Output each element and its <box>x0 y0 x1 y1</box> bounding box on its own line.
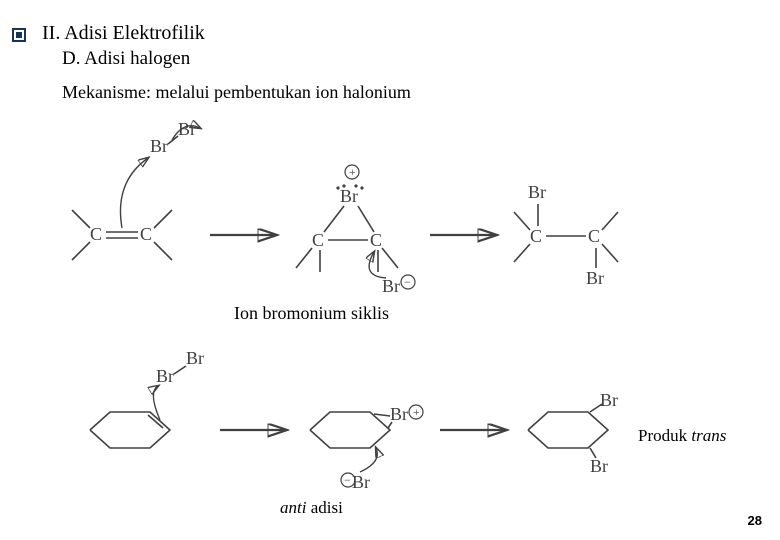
trans-dibromocyclohexane: Br Br <box>528 390 618 476</box>
svg-text:C: C <box>370 230 382 250</box>
svg-text:C: C <box>530 226 542 246</box>
label-bromonium-ion: Ion bromonium siklis <box>234 303 389 324</box>
svg-text:−: − <box>404 275 411 289</box>
product-dibromide: C C Br Br <box>514 182 618 288</box>
cyclohexene-reactant: Br Br <box>90 348 204 448</box>
svg-text:Br: Br <box>390 404 408 424</box>
subheading: D. Adisi halogen <box>62 48 190 70</box>
label-adisi-text: adisi <box>311 498 343 517</box>
svg-text:Br: Br <box>382 276 400 296</box>
svg-text:Br: Br <box>590 456 608 476</box>
svg-text:−: − <box>344 473 351 487</box>
label-anti-text: anti <box>280 498 306 517</box>
mechanism-text: Mekanisme: melalui pembentukan ion halon… <box>62 82 411 103</box>
reaction-scheme-2: Br Br Br + Br − Br Br <box>60 340 680 500</box>
svg-text:Br: Br <box>600 390 618 410</box>
label-produk-trans: Produk trans <box>638 426 726 446</box>
reactant-alkene: C C Br Br <box>72 119 200 260</box>
svg-text:Br: Br <box>186 348 204 368</box>
svg-text:+: + <box>349 165 356 179</box>
svg-text:C: C <box>140 224 152 244</box>
svg-text:C: C <box>588 226 600 246</box>
label-anti-adisi: anti adisi <box>280 498 343 518</box>
svg-text:Br: Br <box>340 186 358 206</box>
label-produk-text: Produk <box>638 426 687 445</box>
heading: II. Adisi Elektrofilik <box>42 22 205 45</box>
reaction-scheme-1: C C Br Br C C Br + <box>60 110 680 300</box>
bromonium-ion: C C Br + Br − <box>296 165 415 296</box>
svg-text:Br: Br <box>528 182 546 202</box>
slide-bullet <box>12 28 26 42</box>
page-number: 28 <box>748 513 762 528</box>
label-trans-text: trans <box>691 426 726 445</box>
cyclohexene-bromonium: Br + Br − <box>310 404 423 492</box>
svg-text:C: C <box>312 230 324 250</box>
svg-text:Br: Br <box>150 136 168 156</box>
svg-text:Br: Br <box>156 366 174 386</box>
svg-text:Br: Br <box>586 268 604 288</box>
svg-text:+: + <box>413 405 420 419</box>
svg-text:C: C <box>90 224 102 244</box>
